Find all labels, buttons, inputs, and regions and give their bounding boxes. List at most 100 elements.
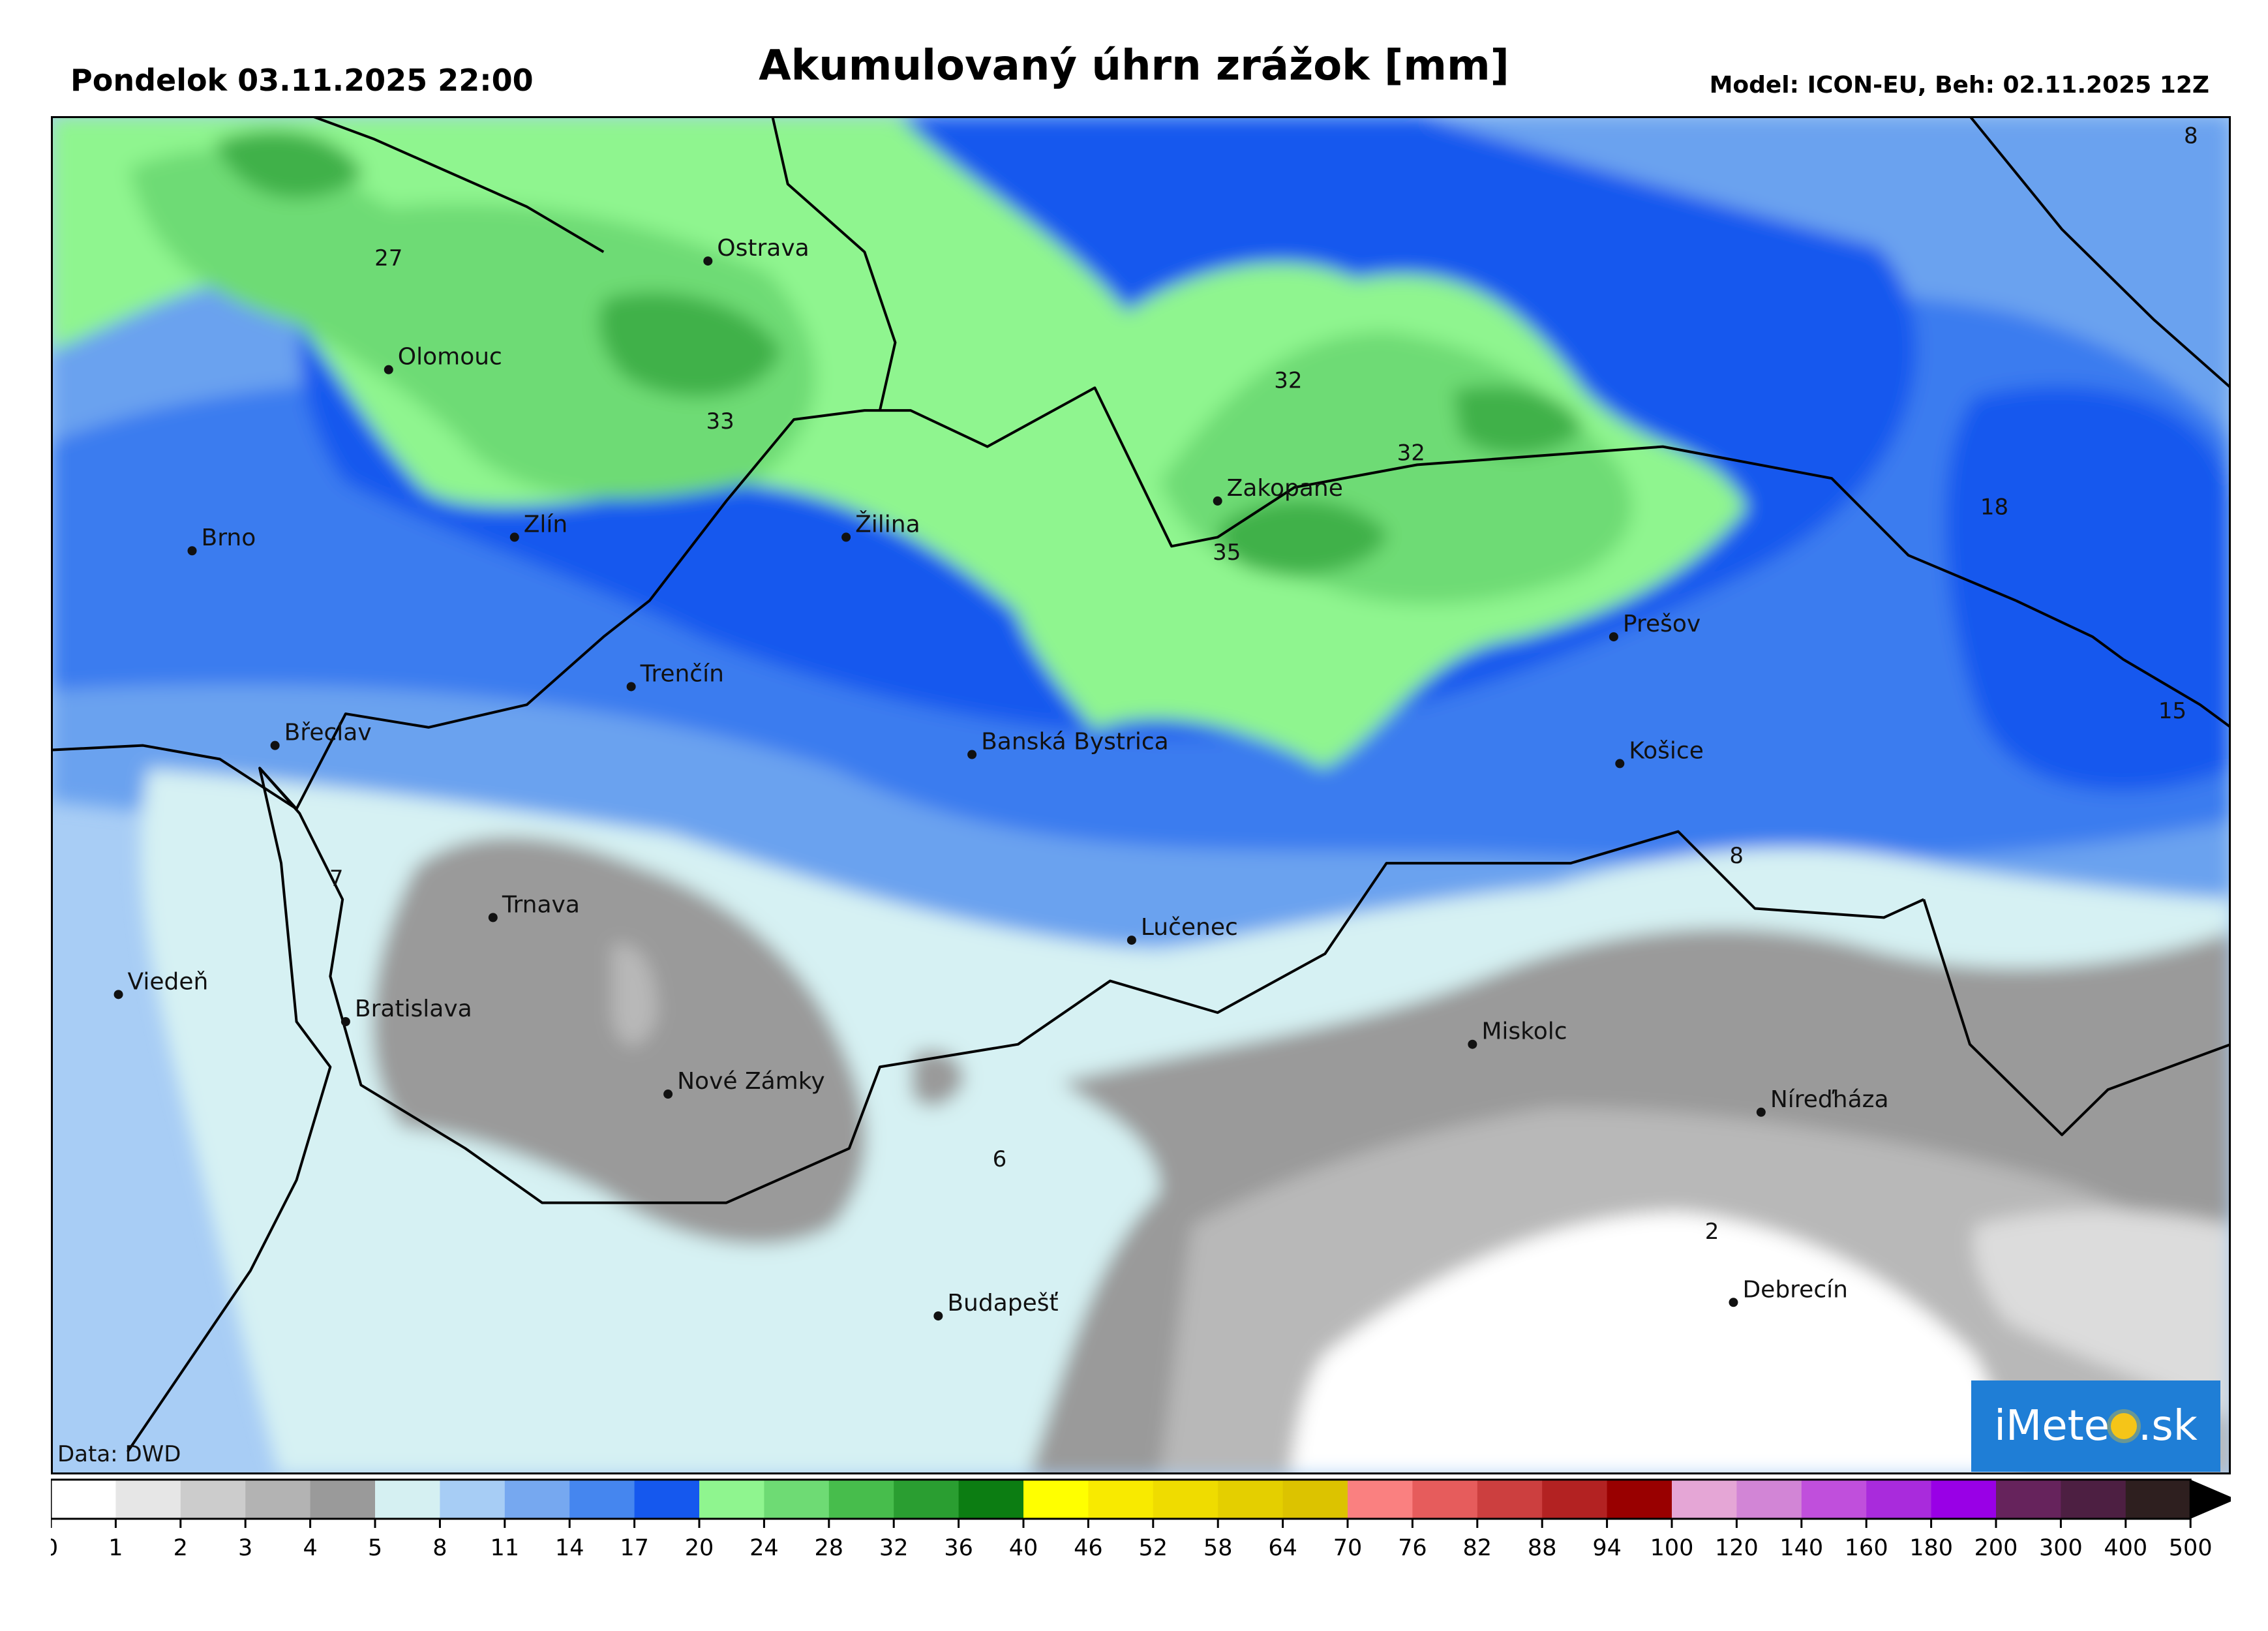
- city-label: Břeclav: [284, 720, 372, 746]
- city-label: Zakopane: [1227, 475, 1343, 502]
- precip-area: [1453, 386, 1584, 455]
- legend-extend-arrow: [2190, 1480, 2231, 1519]
- precip-value-label: 2: [1705, 1219, 1719, 1245]
- logo-text-after: .sk: [2138, 1402, 2198, 1450]
- legend-tick-label: 1: [108, 1535, 123, 1561]
- city-marker: [1756, 1107, 1766, 1117]
- legend-tick-label: 300: [2039, 1535, 2083, 1561]
- city-label: Banská Bystrica: [981, 729, 1169, 755]
- legend-tick-label: 36: [944, 1535, 973, 1561]
- legend-swatch: [1931, 1480, 1997, 1519]
- legend-swatch: [51, 1480, 116, 1519]
- city-labels: Ostrava Olomouc Brno Zlín Žilina Zakopane Preš…: [113, 235, 1889, 1321]
- legend-tick-label: 0: [51, 1535, 58, 1561]
- precip-area: [612, 943, 658, 1046]
- legend-swatch: [894, 1480, 960, 1519]
- city-label: Níreďháza: [1770, 1086, 1889, 1113]
- city-label: Miskolc: [1481, 1018, 1567, 1045]
- city-marker: [340, 1017, 350, 1026]
- precip-area: [1290, 1212, 2021, 1474]
- city-marker: [1468, 1039, 1477, 1049]
- city-label: Olomouc: [398, 344, 502, 371]
- precip-area: [1945, 386, 2231, 791]
- precip-value-label: 8: [1729, 843, 1744, 869]
- city-label: Ostrava: [717, 235, 809, 262]
- country-border: [51, 744, 297, 810]
- legend-swatch: [504, 1480, 570, 1519]
- precip-value-label: 18: [1980, 495, 2008, 521]
- legend-swatch: [375, 1480, 440, 1519]
- legend-swatch: [764, 1480, 830, 1519]
- legend-tick-label: 76: [1398, 1535, 1427, 1561]
- precip-value-label: 6: [993, 1146, 1007, 1172]
- legend-tick-label: 8: [432, 1535, 447, 1561]
- precip-area: [1973, 1210, 2231, 1421]
- legend-tick-label: 200: [1974, 1535, 2018, 1561]
- legend-tick-label: 28: [815, 1535, 844, 1561]
- legend-tick-label: 120: [1715, 1535, 1759, 1561]
- city-marker: [663, 1090, 673, 1099]
- legend-tick-label: 17: [620, 1535, 649, 1561]
- country-border: [258, 767, 1925, 1204]
- legend-swatch: [245, 1480, 311, 1519]
- legend-swatch: [1477, 1480, 1543, 1519]
- logo-text-before: iMete: [1994, 1402, 2110, 1450]
- legend-swatch: [699, 1480, 764, 1519]
- legend-tick-label: 94: [1592, 1535, 1622, 1561]
- legend-tick-label: 180: [1909, 1535, 1953, 1561]
- legend-swatch: [1801, 1480, 1867, 1519]
- city-label: Trnava: [502, 891, 580, 918]
- legend-swatch: [1282, 1480, 1348, 1519]
- precip-area: [912, 1050, 964, 1106]
- map-title: Akumulovaný úhrn zrážok [mm]: [759, 42, 1509, 90]
- city-label: Lučenec: [1141, 914, 1238, 941]
- city-marker: [1126, 936, 1136, 945]
- city-marker: [187, 546, 197, 556]
- legend-swatch: [634, 1480, 700, 1519]
- city-marker: [488, 913, 498, 922]
- legend-tick-label: 82: [1463, 1535, 1492, 1561]
- legend-tick-label: 46: [1074, 1535, 1103, 1561]
- legend-tick-label: 4: [303, 1535, 317, 1561]
- legend-swatch: [1996, 1480, 2061, 1519]
- precip-area: [214, 130, 364, 198]
- country-border: [2015, 599, 2231, 729]
- legend-swatch: [1348, 1480, 1413, 1519]
- precip-value-label: 15: [2158, 698, 2186, 724]
- city-label: Nové Zámky: [677, 1068, 825, 1095]
- city-marker: [1615, 759, 1625, 769]
- valid-time: Pondelok 03.11.2025 22:00: [70, 63, 534, 98]
- city-marker: [1729, 1298, 1738, 1307]
- legend-swatch: [958, 1480, 1024, 1519]
- model-run-info: Model: ICON-EU, Beh: 02.11.2025 12Z: [1709, 72, 2209, 99]
- legend-tick-label: 500: [2169, 1535, 2213, 1561]
- precip-value-label: 7: [329, 866, 344, 892]
- map-frame: [51, 116, 2231, 1474]
- city-marker: [270, 740, 280, 750]
- legend-tick-label: 5: [368, 1535, 382, 1561]
- legend-tick-label: 70: [1333, 1535, 1363, 1561]
- country-borders: [51, 116, 2231, 1453]
- legend-swatch: [440, 1480, 506, 1519]
- value-labels: 27 33 32 32 35 18 15 7 6 2 8 8: [329, 123, 2198, 1245]
- precip-value-label: 8: [2184, 123, 2198, 149]
- city-marker: [113, 990, 123, 999]
- city-marker: [933, 1311, 943, 1321]
- city-label: Brno: [202, 525, 256, 551]
- legend-swatch: [115, 1480, 181, 1519]
- precipitation-map: Ostrava Olomouc Brno Zlín Žilina Zakopane Preš…: [51, 116, 2231, 1474]
- city-marker: [1609, 632, 1618, 642]
- country-border: [1922, 899, 2231, 1136]
- legend-tick-label: 11: [491, 1535, 520, 1561]
- legend-swatch: [1023, 1480, 1089, 1519]
- legend-swatch: [1607, 1480, 1672, 1519]
- legend-tick-label: 160: [1845, 1535, 1888, 1561]
- city-marker: [967, 750, 977, 759]
- city-marker: [703, 256, 713, 266]
- legend-swatch: [1672, 1480, 1737, 1519]
- legend-tick-label: 52: [1139, 1535, 1168, 1561]
- legend-tick-label: 64: [1268, 1535, 1297, 1561]
- city-label: Trenčín: [640, 660, 724, 687]
- city-marker: [841, 532, 851, 542]
- legend-swatch: [569, 1480, 635, 1519]
